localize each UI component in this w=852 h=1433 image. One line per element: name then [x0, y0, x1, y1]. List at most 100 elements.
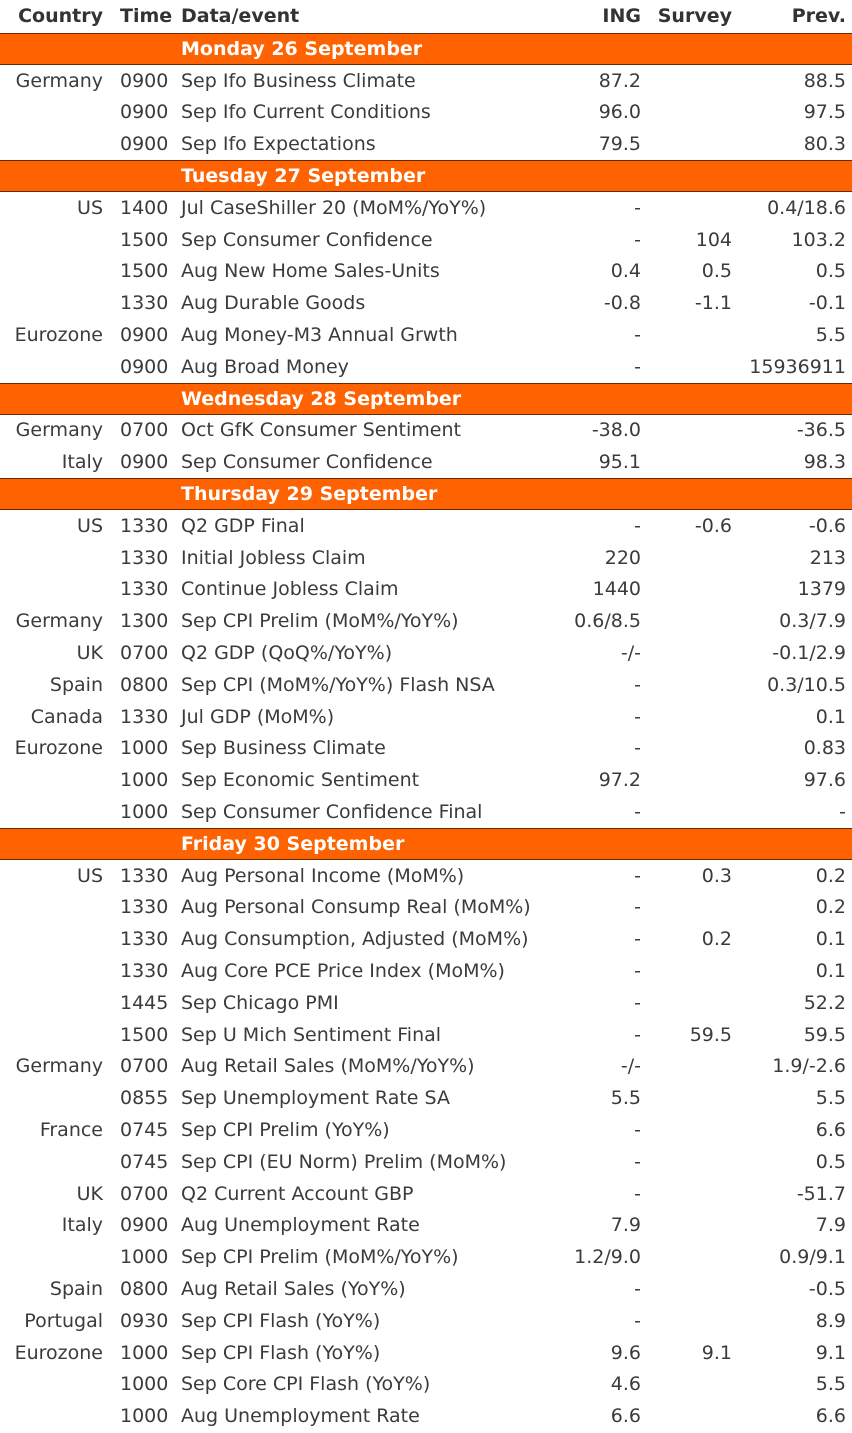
header-row: Country Time Data/event ING Survey Prev. — [0, 0, 852, 32]
table-row: France 0745 Sep CPI Prelim (YoY%) - 6.6 — [0, 1114, 852, 1146]
country-cell — [0, 1146, 103, 1178]
event-cell: Sep Business Climate — [181, 737, 386, 760]
survey-cell — [650, 987, 732, 1019]
ing-forecast-cell: 220 — [604, 546, 641, 569]
country-cell — [0, 1369, 103, 1401]
event-cell: Sep CPI Prelim (YoY%) — [181, 1119, 390, 1142]
survey-cell — [650, 1178, 732, 1210]
table-row: US 1400 Jul CaseShiller 20 (MoM%/YoY%) - 0.4… — [0, 192, 852, 224]
survey-cell — [650, 1273, 732, 1305]
ing-forecast-cell: - — [634, 960, 641, 983]
previous-cell: -51.7 — [796, 1182, 846, 1205]
country-cell — [0, 796, 103, 828]
previous-cell: 5.5 — [815, 1373, 846, 1396]
header-event: Data/event — [181, 4, 300, 27]
time-cell: 0900 — [120, 101, 169, 124]
table-row: Germany 0900 Sep Ifo Business Climate 87.2 8… — [0, 65, 852, 97]
ing-forecast-cell: 1440 — [592, 578, 641, 601]
table-row: 1330 Aug Core PCE Price Index (MoM%) - 0.1 — [0, 955, 852, 987]
event-cell: Sep Core CPI Flash (YoY%) — [181, 1373, 431, 1396]
event-cell: Sep Ifo Business Climate — [181, 69, 416, 92]
country-cell: Spain — [49, 673, 103, 696]
previous-cell: 9.1 — [815, 1341, 846, 1364]
previous-cell: 6.6 — [815, 1119, 846, 1142]
day-label: Tuesday 27 September — [181, 165, 426, 188]
previous-cell: -0.5 — [808, 1278, 846, 1301]
header-ing: ING — [602, 4, 641, 27]
table-row: 0900 Aug Broad Money - 15936911 — [0, 351, 852, 383]
table-row: 1000 Sep CPI Prelim (MoM%/YoY%) 1.2/9.0 0.9… — [0, 1241, 852, 1273]
event-cell: Sep CPI Flash (YoY%) — [181, 1309, 381, 1332]
ing-forecast-cell: 79.5 — [598, 133, 641, 156]
survey-cell — [650, 1400, 732, 1432]
event-cell: Q2 GDP Final — [181, 514, 305, 537]
table-row: 1330 Continue Jobless Claim 1440 1379 — [0, 574, 852, 606]
country-cell — [0, 128, 103, 160]
time-cell: 1330 — [120, 864, 169, 887]
table-row: 0900 Sep Ifo Expectations 79.5 80.3 — [0, 128, 852, 160]
event-cell: Aug Retail Sales (MoM%/YoY%) — [181, 1055, 475, 1078]
table-row: Germany 1300 Sep CPI Prelim (MoM%/YoY%) 0.6… — [0, 605, 852, 637]
event-cell: Q2 Current Account GBP — [181, 1182, 414, 1205]
time-cell: 1330 — [120, 546, 169, 569]
ing-forecast-cell: 0.6/8.5 — [574, 610, 641, 633]
survey-cell — [650, 128, 732, 160]
survey-cell — [650, 97, 732, 129]
event-cell: Aug Unemployment Rate — [181, 1214, 420, 1237]
ing-forecast-cell: - — [634, 801, 641, 824]
previous-cell: 1.9/-2.6 — [772, 1055, 846, 1078]
previous-cell: 8.9 — [815, 1309, 846, 1332]
survey-cell: 104 — [695, 228, 732, 251]
country-cell: Germany — [15, 69, 103, 92]
event-cell: Sep Consumer Confidence — [181, 228, 433, 251]
previous-cell: 0.83 — [803, 737, 846, 760]
ing-forecast-cell: 5.5 — [610, 1087, 641, 1110]
survey-cell: 0.3 — [701, 864, 732, 887]
survey-cell — [650, 542, 732, 574]
country-cell: Canada — [30, 705, 103, 728]
country-cell — [0, 287, 103, 319]
time-cell: 1330 — [120, 514, 169, 537]
table-row: 0855 Sep Unemployment Rate SA 5.5 5.5 — [0, 1082, 852, 1114]
previous-cell: 5.5 — [815, 1087, 846, 1110]
survey-cell — [650, 351, 732, 383]
table-row: 1330 Aug Consumption, Adjusted (MoM%) - 0.2… — [0, 923, 852, 955]
time-cell: 0745 — [120, 1150, 169, 1173]
event-cell: Sep Economic Sentiment — [181, 769, 420, 792]
table-row: US 1330 Aug Personal Income (MoM%) - 0.3 0.2 — [0, 860, 852, 892]
event-cell: Sep Unemployment Rate SA — [181, 1087, 450, 1110]
event-cell: Sep CPI Flash (YoY%) — [181, 1341, 381, 1364]
event-cell: Sep CPI Prelim (MoM%/YoY%) — [181, 1246, 459, 1269]
time-cell: 0800 — [120, 673, 169, 696]
day-header: Monday 26 September — [0, 33, 852, 65]
survey-cell — [650, 669, 732, 701]
table-row: Germany 0700 Oct GfK Consumer Sentiment -38… — [0, 415, 852, 447]
country-cell: Italy — [61, 1214, 103, 1237]
survey-cell — [650, 1369, 732, 1401]
ing-forecast-cell: - — [634, 1182, 641, 1205]
event-cell: Sep Ifo Expectations — [181, 133, 376, 156]
event-cell: Sep CPI Prelim (MoM%/YoY%) — [181, 610, 459, 633]
survey-cell — [650, 955, 732, 987]
header-prev: Prev. — [791, 4, 846, 27]
country-cell: US — [77, 514, 103, 537]
survey-cell — [650, 796, 732, 828]
time-cell: 0855 — [120, 1087, 169, 1110]
previous-cell: 0.9/9.1 — [779, 1246, 846, 1269]
table-row: 1000 Sep Economic Sentiment 97.2 97.6 — [0, 764, 852, 796]
survey-cell — [650, 192, 732, 224]
survey-cell — [650, 1051, 732, 1083]
country-cell: UK — [76, 1182, 103, 1205]
event-cell: Jul GDP (MoM%) — [181, 705, 335, 728]
event-cell: Aug Broad Money — [181, 355, 349, 378]
country-cell: US — [77, 864, 103, 887]
country-cell — [0, 764, 103, 796]
table-row: 1445 Sep Chicago PMI - 52.2 — [0, 987, 852, 1019]
table-row: Italy 0900 Aug Unemployment Rate 7.9 7.9 — [0, 1210, 852, 1242]
table-row: 1330 Aug Personal Consump Real (MoM%) - 0.2 — [0, 892, 852, 924]
table-row: 1000 Sep Core CPI Flash (YoY%) 4.6 5.5 — [0, 1369, 852, 1401]
ing-forecast-cell: - — [634, 324, 641, 347]
previous-cell: 98.3 — [803, 451, 846, 474]
ing-forecast-cell: - — [634, 705, 641, 728]
table-row: Italy 0900 Sep Consumer Confidence 95.1 98.3 — [0, 446, 852, 478]
